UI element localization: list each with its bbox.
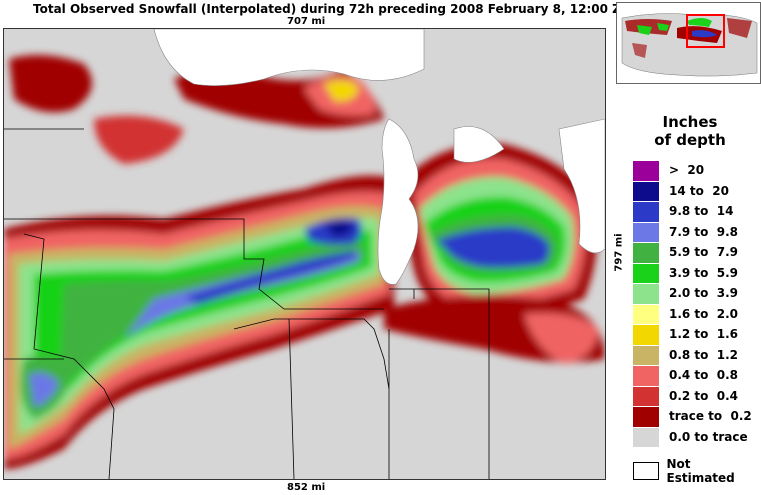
snowfall-map-graphic [4,29,605,479]
legend-row: 0.4 to 0.8 [633,365,752,386]
state-borders [4,128,490,479]
overview-inset-map[interactable] [616,2,761,84]
legend: > 20 14 to 20 9.8 to 14 7.9 to 9.8 5.9 to 7.… [633,160,752,447]
snowfall-map[interactable] [3,28,606,480]
legend-label: 2.0 to 3.9 [669,286,739,301]
legend-title-line2: of depth [654,131,726,149]
legend-swatch [633,221,659,242]
legend-row: 0.8 to 1.2 [633,344,752,365]
inset-focus-box [686,14,725,48]
distance-right-label: 797 mi [613,233,625,272]
distance-top-label: 707 mi [287,16,326,27]
legend-row: 1.6 to 2.0 [633,303,752,324]
legend-row: 7.9 to 9.8 [633,221,752,242]
water-bodies [153,29,605,285]
legend-label: trace to 0.2 [669,409,752,424]
not-estimated-key: Not Estimated [633,457,761,485]
legend-label: 0.0 to trace [669,429,748,444]
legend-swatch [633,324,659,345]
lake-superior [153,29,425,86]
not-estimated-label: Not Estimated [666,457,735,485]
legend-label: 1.2 to 1.6 [669,327,739,342]
legend-label: 1.6 to 2.0 [669,306,739,321]
legend-row: 14 to 20 [633,180,752,201]
legend-swatch [633,262,659,283]
legend-title-line1: Inches [662,113,718,131]
legend-swatch [633,406,659,427]
lake-huron-bay [453,126,505,163]
legend-label: 14 to 20 [669,183,729,198]
legend-label: 0.2 to 0.4 [669,388,739,403]
legend-row: trace to 0.2 [633,406,752,427]
legend-label: 9.8 to 14 [669,204,734,219]
legend-swatch [633,303,659,324]
map-title: Total Observed Snowfall (Interpolated) d… [33,2,621,16]
legend-label: > 20 [669,163,705,178]
legend-label: 7.9 to 9.8 [669,224,739,239]
legend-row: 2.0 to 3.9 [633,283,752,304]
overview-inset-graphic [617,3,760,83]
lake-michigan [377,118,419,285]
legend-title: Inches of depth [630,113,750,149]
legend-row: 3.9 to 5.9 [633,262,752,283]
legend-label: 3.9 to 5.9 [669,265,739,280]
legend-row: > 20 [633,160,752,181]
legend-swatch [633,160,659,181]
legend-row: 5.9 to 7.9 [633,242,752,263]
legend-row: 0.0 to trace [633,426,752,447]
legend-swatch [633,426,659,447]
legend-swatch [633,365,659,386]
legend-row: 1.2 to 1.6 [633,324,752,345]
legend-row: 0.2 to 0.4 [633,385,752,406]
legend-swatch [633,385,659,406]
legend-row: 9.8 to 14 [633,201,752,222]
legend-swatch [633,201,659,222]
snowfall-bands [4,55,605,469]
legend-label: 5.9 to 7.9 [669,245,739,260]
legend-label: 0.8 to 1.2 [669,347,739,362]
not-estimated-swatch [633,462,659,480]
distance-bottom-label: 852 mi [287,482,326,493]
legend-label: 0.4 to 0.8 [669,368,739,383]
legend-swatch [633,180,659,201]
legend-swatch [633,242,659,263]
legend-swatch [633,344,659,365]
legend-swatch [633,283,659,304]
lake-huron [558,118,605,254]
